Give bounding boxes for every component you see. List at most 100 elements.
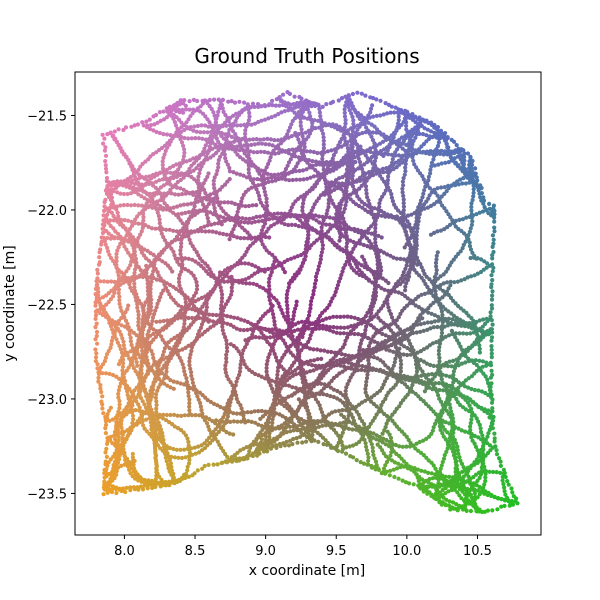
trajectory-point [377, 434, 382, 440]
trajectory-point [189, 229, 194, 234]
trajectory-point [203, 123, 208, 128]
trajectory-point [312, 202, 317, 207]
trajectory-point [421, 328, 426, 333]
trajectory-point [399, 342, 404, 347]
trajectory-point [459, 461, 465, 466]
trajectory-point [453, 466, 458, 471]
trajectory-point [194, 166, 199, 171]
trajectory-point [393, 321, 398, 326]
trajectory-point [443, 316, 448, 321]
trajectory-point [357, 178, 363, 183]
trajectory-point [186, 268, 191, 273]
trajectory-point [137, 389, 142, 394]
trajectory-point [462, 277, 467, 282]
trajectory-point [158, 319, 163, 324]
trajectory-point [449, 183, 454, 188]
trajectory-point [277, 380, 282, 385]
trajectory-point [224, 420, 229, 425]
trajectory-point [177, 280, 182, 285]
trajectory-point [171, 205, 176, 210]
trajectory-point [225, 454, 230, 459]
trajectory-point [357, 197, 362, 202]
trajectory-point [440, 424, 445, 429]
trajectory-point [258, 430, 263, 435]
trajectory-point [244, 341, 249, 347]
trajectory-point [424, 484, 429, 489]
trajectory-point [204, 301, 209, 306]
trajectory-point [285, 422, 290, 427]
trajectory-point [385, 298, 390, 303]
trajectory-point [468, 331, 473, 336]
trajectory-point [476, 404, 481, 409]
trajectory-point [140, 419, 145, 424]
trajectory-point [466, 313, 471, 318]
trajectory-point [359, 367, 364, 372]
trajectory-point [194, 283, 200, 288]
trajectory-point [128, 349, 133, 354]
trajectory-point [122, 315, 127, 320]
trajectory-point [428, 203, 434, 208]
trajectory-point [221, 320, 226, 325]
trajectory-point [362, 232, 367, 237]
trajectory-point [432, 313, 437, 318]
trajectory-point [308, 114, 313, 119]
trajectory-point [311, 205, 316, 210]
trajectory-point [164, 203, 170, 208]
trajectory-point [154, 392, 159, 397]
trajectory-point [441, 456, 447, 461]
trajectory-point [303, 319, 308, 324]
trajectory-point [239, 355, 244, 360]
trajectory-point [271, 436, 277, 441]
trajectory-point [236, 278, 241, 283]
trajectory-point [221, 448, 226, 454]
trajectory-point [134, 178, 139, 183]
trajectory-point [378, 445, 383, 450]
trajectory-point [142, 196, 147, 201]
trajectory-point [167, 165, 172, 170]
trajectory-point [399, 330, 405, 335]
trajectory-point [103, 355, 108, 360]
trajectory-point [184, 379, 189, 384]
trajectory-point [226, 119, 231, 124]
trajectory-point [338, 186, 344, 191]
trajectory-point [274, 298, 279, 303]
trajectory-point [352, 331, 357, 337]
trajectory-point [411, 348, 416, 353]
trajectory-point [415, 209, 420, 214]
trajectory-point [331, 427, 337, 432]
trajectory-point [272, 397, 277, 402]
trajectory-point [167, 282, 173, 288]
trajectory-point [411, 226, 416, 231]
trajectory-point [240, 216, 245, 221]
trajectory-point [194, 287, 200, 292]
trajectory-point [473, 481, 478, 486]
trajectory-point [128, 335, 133, 340]
trajectory-point [158, 427, 164, 432]
trajectory-point [157, 217, 162, 222]
trajectory-point [177, 283, 182, 288]
trajectory-point [410, 264, 415, 269]
trajectory-point [297, 351, 302, 356]
trajectory-point [126, 303, 131, 308]
trajectory-point [444, 373, 449, 378]
trajectory-point [295, 407, 300, 412]
trajectory-point [160, 366, 165, 371]
trajectory-point [453, 364, 458, 369]
trajectory-point [452, 448, 457, 453]
trajectory-point [440, 313, 445, 318]
trajectory-point [157, 423, 163, 429]
trajectory-point [463, 239, 468, 244]
trajectory-point [173, 350, 178, 355]
trajectory-point [289, 222, 294, 227]
trajectory-point [120, 414, 125, 419]
trajectory-point [440, 487, 445, 493]
trajectory-point [127, 332, 132, 337]
trajectory-point [305, 116, 310, 121]
trajectory-point [421, 141, 427, 147]
trajectory-point [323, 370, 328, 375]
trajectory-point [318, 313, 323, 318]
trajectory-point [391, 363, 396, 368]
trajectory-point [224, 356, 229, 361]
trajectory-point [453, 301, 458, 306]
trajectory-point [240, 278, 245, 283]
